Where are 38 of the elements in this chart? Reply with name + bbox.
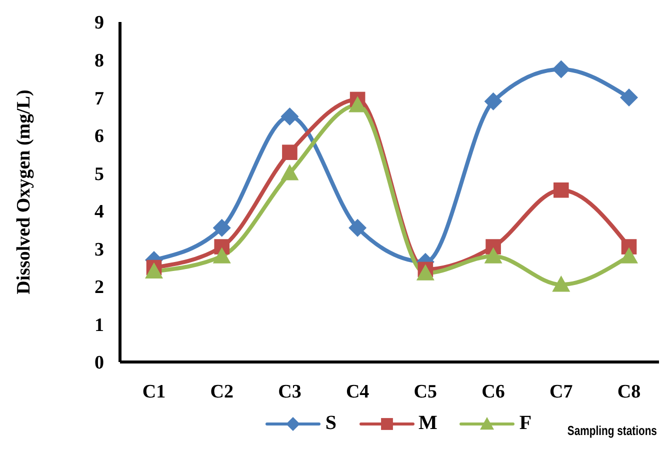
point — [620, 88, 638, 107]
legend-label: F — [519, 412, 532, 435]
point — [348, 218, 367, 237]
x-tick-label: C8 — [617, 381, 641, 402]
y-tick-label: 8 — [94, 50, 104, 72]
point — [282, 144, 298, 160]
y-tick-label: 1 — [94, 314, 104, 336]
y-tick-label: 9 — [94, 12, 104, 34]
point — [553, 182, 569, 198]
point — [212, 247, 231, 264]
x-tick-label: C5 — [414, 381, 438, 402]
y-tick-label: 6 — [94, 126, 104, 148]
x-tick-label: C6 — [482, 381, 505, 402]
x-tick-label: C2 — [210, 381, 234, 402]
point — [212, 218, 231, 237]
x-tick-label: C3 — [278, 381, 302, 402]
x-tick-label: C4 — [346, 381, 370, 402]
y-tick-label: 2 — [94, 277, 104, 298]
point — [280, 107, 299, 126]
y-tick-label: 0 — [94, 352, 104, 374]
y-tick-label: 4 — [94, 202, 104, 223]
point — [552, 276, 570, 292]
x-tick-label: C1 — [142, 381, 166, 402]
point — [484, 92, 502, 110]
point — [416, 264, 434, 280]
y-axis-title: Dissolved Oxygen (mg/L) — [14, 90, 35, 294]
legend-label: S — [325, 412, 336, 435]
point — [620, 247, 638, 264]
x-tick-label: C7 — [550, 381, 574, 402]
y-tick-label: 7 — [94, 88, 104, 110]
x-axis-title: Sampling stations — [567, 423, 657, 438]
point — [552, 60, 570, 78]
point — [280, 164, 299, 180]
point — [145, 262, 163, 279]
point — [484, 247, 502, 264]
y-tick-label: 5 — [94, 164, 104, 185]
legend-label: M — [418, 412, 438, 435]
y-tick-label: 3 — [94, 239, 104, 260]
